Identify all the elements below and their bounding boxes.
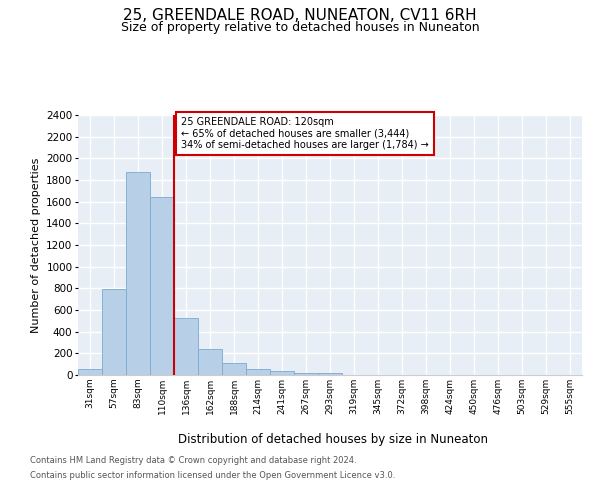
Text: Size of property relative to detached houses in Nuneaton: Size of property relative to detached ho… xyxy=(121,21,479,34)
Bar xyxy=(78,368,102,375)
Bar xyxy=(294,373,318,375)
Bar xyxy=(222,363,246,375)
Bar xyxy=(150,198,174,375)
Bar xyxy=(102,290,126,375)
Text: Contains HM Land Registry data © Crown copyright and database right 2024.: Contains HM Land Registry data © Crown c… xyxy=(30,456,356,465)
Text: Contains public sector information licensed under the Open Government Licence v3: Contains public sector information licen… xyxy=(30,471,395,480)
Text: 25 GREENDALE ROAD: 120sqm
← 65% of detached houses are smaller (3,444)
34% of se: 25 GREENDALE ROAD: 120sqm ← 65% of detac… xyxy=(181,117,429,150)
Bar xyxy=(270,371,294,375)
Y-axis label: Number of detached properties: Number of detached properties xyxy=(31,158,41,332)
Text: 25, GREENDALE ROAD, NUNEATON, CV11 6RH: 25, GREENDALE ROAD, NUNEATON, CV11 6RH xyxy=(123,8,477,22)
Text: Distribution of detached houses by size in Nuneaton: Distribution of detached houses by size … xyxy=(178,432,488,446)
Bar xyxy=(198,349,222,375)
Bar xyxy=(318,374,342,375)
Bar xyxy=(174,318,198,375)
Bar xyxy=(246,368,270,375)
Bar xyxy=(126,172,150,375)
